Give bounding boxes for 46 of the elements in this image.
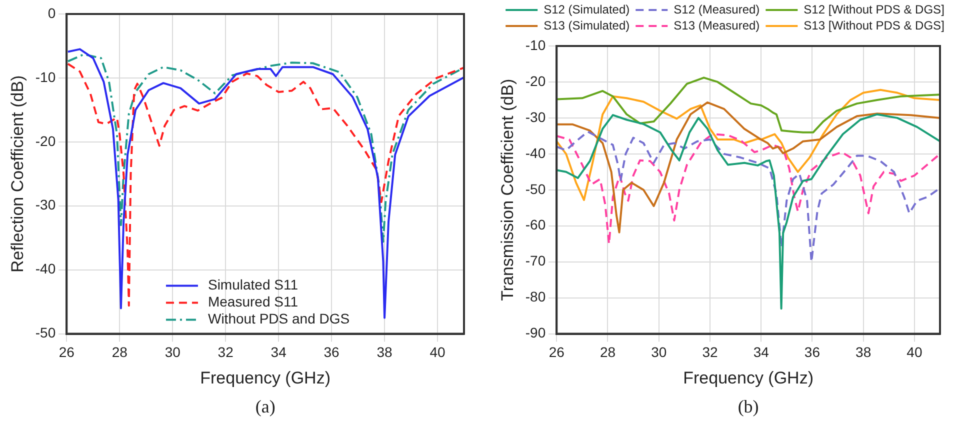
x-tick-label: 30: [164, 344, 181, 360]
y-tick-label: -20: [35, 132, 56, 149]
y-axis-title: Transmission Coefficient (dB): [498, 78, 517, 301]
text: (b): [738, 396, 759, 417]
x-tick-label: 28: [112, 344, 128, 360]
x-tick-label: 34: [270, 344, 287, 360]
legend-label: S13 (Measured): [674, 18, 760, 32]
legend-label: Simulated S11: [208, 276, 298, 293]
x-tick-label: 26: [548, 344, 565, 360]
x-tick-label: 38: [376, 344, 393, 360]
y-tick-label: -90: [525, 324, 546, 341]
legend-label: S13 [Without PDS & DGS]: [804, 18, 944, 32]
x-tick-label: 40: [906, 344, 922, 360]
x-tick-label: 40: [430, 344, 446, 360]
y-tick-label: -10: [35, 68, 56, 85]
x-axis-title: Frequency (GHz): [200, 368, 331, 388]
legend-label: S12 (Simulated): [544, 2, 630, 16]
y-tick-label: 0: [48, 4, 56, 21]
text: (a): [255, 396, 276, 417]
legend-label: Measured S11: [208, 294, 298, 310]
y-tick-label: -60: [525, 216, 546, 233]
x-tick-label: 38: [856, 344, 872, 360]
y-axis-title: Reflection Coefficient (dB): [8, 75, 27, 272]
y-tick-label: -30: [525, 108, 546, 125]
legend-label: S13 (Simulated): [544, 18, 630, 32]
x-tick-label: 32: [218, 344, 234, 360]
y-tick-label: -70: [525, 252, 546, 269]
x-tick-label: 26: [58, 344, 75, 360]
legend-label: S12 (Measured): [674, 2, 760, 16]
x-tick-label: 30: [651, 344, 667, 360]
x-axis-title: Frequency (GHz): [683, 368, 814, 388]
x-tick-label: 32: [702, 344, 718, 360]
y-tick-label: -20: [525, 72, 546, 89]
y-tick-label: -50: [35, 324, 56, 341]
y-tick-label: -40: [525, 144, 546, 161]
legend-label: Without PDS and DGS: [208, 310, 350, 327]
x-tick-label: 36: [324, 344, 340, 360]
x-tick-label: 28: [600, 344, 616, 360]
y-tick-label: -30: [35, 196, 56, 213]
y-tick-label: -10: [525, 36, 546, 53]
y-tick-label: -40: [35, 260, 56, 277]
y-tick-label: -80: [525, 288, 546, 305]
x-tick-label: 34: [753, 344, 770, 360]
y-tick-label: -50: [525, 180, 546, 197]
legend-label: S12 [Without PDS & DGS]: [804, 2, 944, 16]
x-tick-label: 36: [804, 344, 820, 360]
